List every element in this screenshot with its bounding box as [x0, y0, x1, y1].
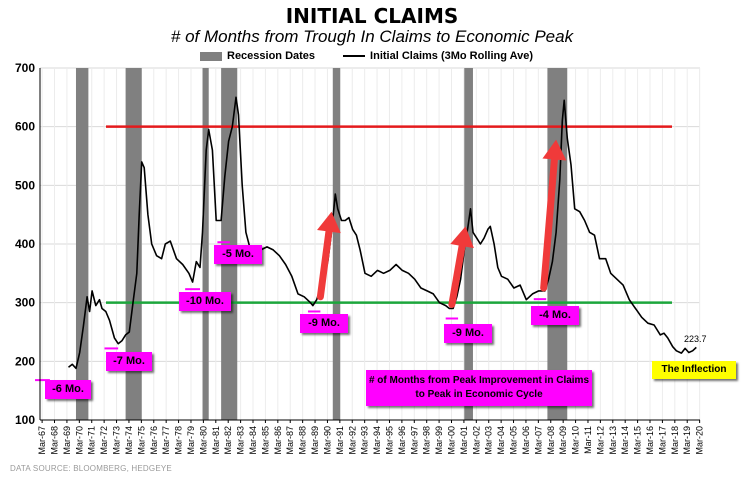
x-tick-label: Mar-78 [174, 426, 184, 455]
legend-recession-label: Recession Dates [227, 50, 316, 62]
data-source: DATA SOURCE: BLOOMBERG, HEDGEYE [10, 464, 172, 473]
x-tick-label: Mar-98 [422, 426, 432, 455]
y-tick-label: 100 [15, 413, 35, 427]
x-tick-label: Mar-13 [608, 426, 618, 455]
x-tick-label: Mar-80 [198, 426, 208, 455]
peak-arrows [316, 139, 567, 308]
x-tick-label: Mar-16 [645, 426, 655, 455]
legend: Recession Dates Initial Claims (3Mo Roll… [200, 50, 533, 62]
x-tick-label: Mar-95 [384, 426, 394, 455]
x-tick-label: Mar-15 [633, 426, 643, 455]
trough-label-7: -7 Mo. [106, 352, 152, 371]
x-tick-label: Mar-85 [260, 426, 270, 455]
recession-swatch [200, 51, 222, 61]
x-tick-label: Mar-08 [546, 426, 556, 455]
annotation-note: # of Months from Peak Improvement in Cla… [366, 370, 592, 406]
x-tick-label: Mar-75 [136, 426, 146, 455]
x-tick-label: Mar-84 [248, 426, 258, 455]
y-tick-label: 700 [15, 61, 35, 75]
x-tick-label: Mar-17 [657, 426, 667, 455]
legend-item-recession: Recession Dates [200, 50, 315, 62]
x-tick-label: Mar-82 [223, 426, 233, 455]
x-tick-label: Mar-90 [322, 426, 332, 455]
x-tick-label: Mar-68 [50, 426, 60, 455]
x-tick-label: Mar-11 [583, 426, 593, 454]
inflection-badge: The Inflection [652, 361, 736, 379]
x-tick-label: Mar-74 [124, 426, 134, 455]
arrow-shaft [316, 228, 333, 301]
x-tick-label: Mar-96 [397, 426, 407, 455]
y-tick-label: 500 [15, 178, 35, 192]
x-tick-label: Mar-10 [571, 426, 581, 455]
x-tick-label: Mar-71 [87, 426, 97, 455]
y-tick-label: 400 [15, 237, 35, 251]
x-tick-label: Mar-19 [682, 426, 692, 455]
x-tick-label: Mar-02 [471, 426, 481, 455]
x-tick-label: Mar-03 [484, 426, 494, 455]
claims-series [68, 96, 697, 370]
x-tick-label: Mar-09 [558, 426, 568, 455]
x-tick-label: Mar-92 [347, 426, 357, 455]
chart-subtitle: # of Months from Trough In Claims to Eco… [170, 27, 574, 46]
y-axis: 100 200 300 400 500 600 700 [15, 61, 41, 427]
x-tick-label: Mar-12 [595, 426, 605, 455]
x-tick-label: Mar-06 [521, 426, 531, 455]
arrow-shaft [448, 242, 466, 308]
y-tick-label: 600 [15, 120, 35, 134]
x-tick-label: Mar-01 [459, 426, 469, 455]
legend-claims-label: Initial Claims (3Mo Rolling Ave) [370, 50, 534, 62]
x-tick-label: Mar-76 [149, 426, 159, 455]
arrow-head [542, 139, 567, 161]
legend-item-claims: Initial Claims (3Mo Rolling Ave) [343, 50, 533, 62]
x-tick-label: Mar-67 [37, 426, 47, 455]
x-tick-label: Mar-88 [298, 426, 308, 455]
x-tick-label: Mar-86 [273, 426, 283, 455]
trough-label-6: -6 Mo. [45, 380, 91, 399]
x-tick-label: Mar-79 [186, 426, 196, 455]
recession-bar [221, 68, 238, 420]
x-tick-label: Mar-69 [62, 426, 72, 455]
x-tick-label: Mar-14 [620, 426, 630, 455]
x-tick-label: Mar-77 [161, 426, 171, 455]
recession-bar [332, 68, 341, 420]
claims-swatch [343, 55, 366, 57]
recession-bar [75, 68, 89, 420]
recession-bar [202, 68, 209, 420]
x-tick-label: Mar-70 [74, 426, 84, 455]
x-tick-label: Mar-04 [496, 426, 506, 455]
series-line [68, 96, 697, 370]
x-tick-label: Mar-18 [670, 426, 680, 455]
x-tick-label: Mar-93 [360, 426, 370, 455]
arrow-head [450, 226, 474, 249]
x-tick-label: Mar-99 [434, 426, 444, 455]
trough-label-10: -10 Mo. [179, 292, 231, 311]
trough-label-9b: -9 Mo. [444, 324, 492, 343]
arrow-head [317, 211, 341, 234]
y-tick-label: 200 [15, 354, 35, 368]
x-tick-label: Mar-97 [409, 426, 419, 455]
x-tick-label: Mar-91 [335, 426, 345, 455]
chart-title: INITIAL CLAIMS [285, 4, 459, 28]
last-value-label: 223.7 [684, 334, 707, 344]
x-tick-label: Mar-07 [533, 426, 543, 455]
x-tick-label: Mar-00 [447, 426, 457, 455]
x-tick-label: Mar-87 [285, 426, 295, 455]
x-tick-label: Mar-89 [310, 426, 320, 455]
x-tick-label: Mar-83 [236, 426, 246, 455]
x-axis: Mar-67 Mar-68 Mar-69 Mar-70 Mar-71 Mar-72 Mar-… [37, 419, 705, 455]
x-tick-label: Mar-72 [99, 426, 109, 455]
trough-label-9a: -9 Mo. [300, 314, 348, 333]
arrow-shaft [540, 156, 558, 292]
y-tick-label: 300 [15, 296, 35, 310]
x-tick-label: Mar-73 [112, 426, 122, 455]
x-tick-label: Mar-20 [695, 426, 705, 455]
x-tick-label: Mar-94 [372, 426, 382, 455]
x-tick-label: Mar-81 [211, 426, 221, 455]
x-tick-label: Mar-05 [509, 426, 519, 455]
trough-label-5: -5 Mo. [214, 245, 262, 264]
trough-label-4: -4 Mo. [531, 306, 579, 325]
